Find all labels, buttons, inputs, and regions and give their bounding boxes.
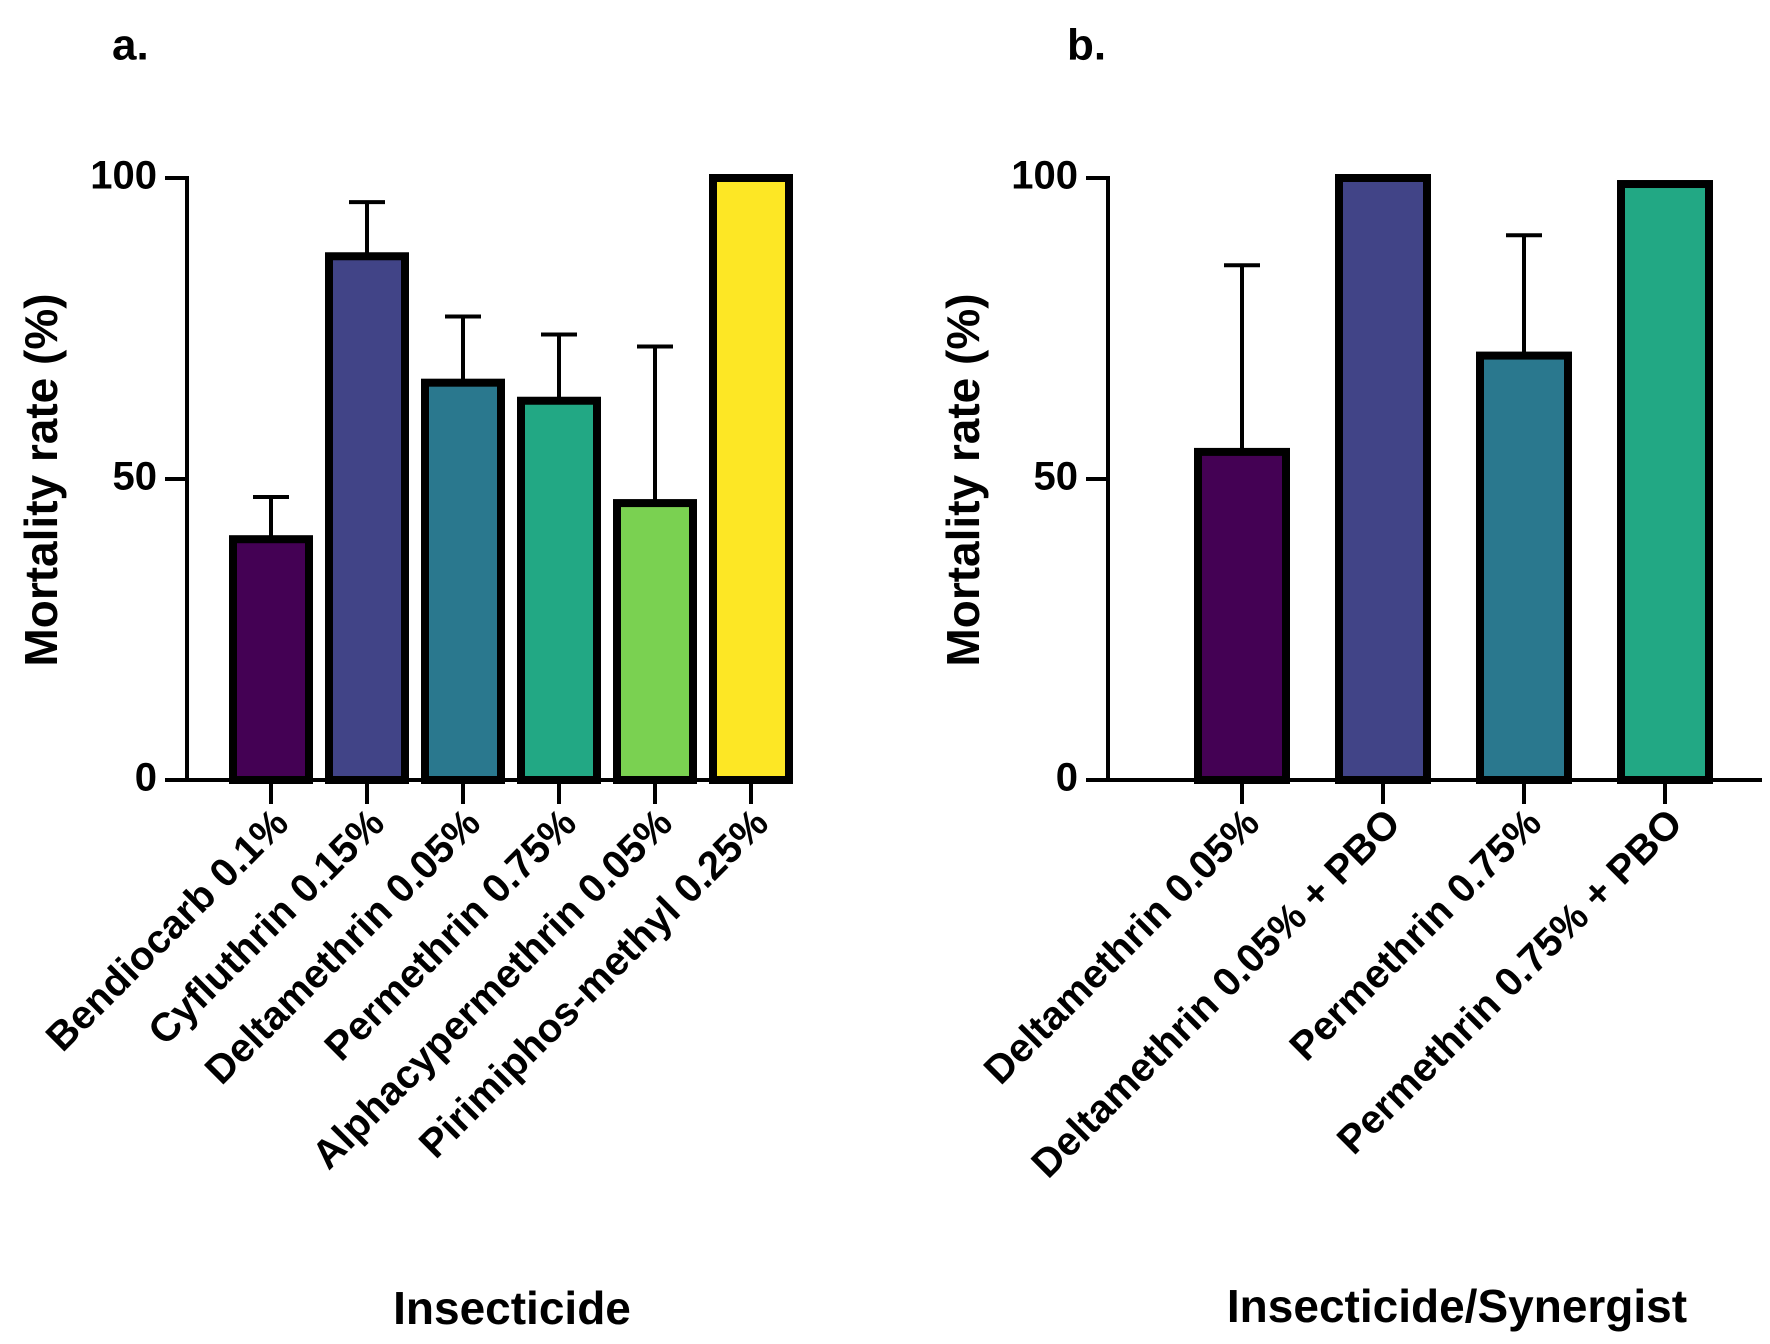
panel-a-y-axis-title: Mortality rate (%)	[15, 293, 67, 666]
chart-panel-b: b. Mortality rate (%) Insecticide/Synerg…	[937, 21, 1762, 1332]
panel-a-bars	[229, 174, 793, 785]
panel-a-bar-4	[613, 499, 697, 784]
panel-a-bar-3	[517, 396, 601, 784]
panel-b-y-tick-label-0: 0	[1056, 756, 1078, 800]
panel-b-category-label-2: Permethrin 0.75%	[1281, 801, 1549, 1069]
panel-b-bars	[1194, 174, 1713, 784]
panel-b-category-label-0: Deltamethrin 0.05%	[976, 801, 1268, 1093]
panel-b-label: b.	[1067, 21, 1106, 70]
panel-a-y-tick-label-1: 50	[113, 455, 158, 499]
panel-b-y-tick-label-1: 50	[1034, 455, 1079, 499]
panel-b-bar-3	[1617, 180, 1713, 784]
panel-b-y-tick-label-2: 100	[1011, 154, 1078, 198]
panel-a-bar-5	[709, 174, 793, 784]
chart-panel-a: a. Mortality rate (%) Insecticide Bendio…	[15, 21, 793, 1334]
panel-a-y-tick-label-0: 0	[135, 756, 157, 800]
panel-b-y-axis-title: Mortality rate (%)	[937, 293, 989, 666]
panel-b-bar-2	[1476, 351, 1572, 784]
panel-a-x-axis-title: Insecticide	[393, 1282, 631, 1334]
panel-a-bar-2	[421, 378, 505, 784]
panel-b-bar-1	[1335, 174, 1431, 784]
panel-a-label: a.	[112, 21, 149, 70]
panel-a-bar-1	[325, 252, 409, 784]
panel-b-x-axis-title: Insecticide/Synergist	[1227, 1280, 1687, 1332]
panel-a-bar-0	[229, 535, 313, 785]
panel-b-bar-0	[1194, 447, 1290, 784]
panel-a-y-tick-label-2: 100	[90, 154, 157, 198]
